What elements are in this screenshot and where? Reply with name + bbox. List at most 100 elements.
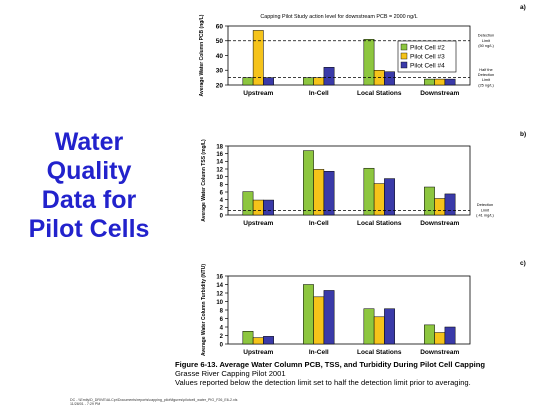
bar [444,326,456,345]
category-label: Local Stations [357,220,402,227]
legend-label: Pilot Cell #3 [410,54,445,61]
reference-line-label: Limit [481,207,490,212]
bar [363,39,375,86]
reference-line-label: (50 ng/L) [478,43,494,48]
y-tick-label: 16 [216,274,223,280]
bar [434,78,446,86]
caption-line-2: Grasse River Capping Pilot 2001 [175,369,286,378]
bar [263,199,274,216]
category-label: In-Cell [309,349,329,356]
y-tick-label: 14 [216,160,223,166]
bar [363,167,375,216]
y-tick-label: 16 [216,152,223,158]
y-tick-label: 60 [216,23,224,30]
bar [384,71,395,86]
bar [242,77,254,86]
y-tick-label: 10 [216,300,223,306]
bar [323,171,335,216]
legend-label: Pilot Cell #4 [410,63,445,70]
y-tick-label: 10 [216,175,223,181]
reference-line-label: Detection [478,33,494,38]
y-tick-label: 2 [220,334,224,340]
footer-line-1: DC - \\Emily\D_DRIVE\ALCpr\Documents\rep… [70,398,238,402]
bar [313,77,325,86]
bar [444,78,456,86]
reference-line-label: Limit [482,38,491,43]
bar [303,284,314,345]
y-tick-label: 4 [220,198,224,204]
category-label: Upstream [243,90,273,97]
y-tick-label: 6 [220,190,224,196]
bar [434,332,446,345]
category-label: In-Cell [309,220,329,227]
bar [242,331,254,345]
slide-title-line: Water [54,128,124,156]
y-tick-label: 4 [220,325,224,331]
bar [313,169,325,216]
y-axis-label: Average Water Column TSS (mg/L) [201,139,207,222]
y-tick-label: 12 [216,291,223,297]
category-label: Downstream [420,349,459,356]
bar [263,336,274,345]
bar [384,178,395,216]
plot-frame [227,145,471,216]
category-label: Upstream [243,220,273,227]
reference-line-label: (25 ng/L) [478,82,494,87]
y-tick-label: 12 [216,167,223,173]
bar [424,78,435,86]
y-tick-label: 40 [216,53,224,60]
y-tick-label: 14 [216,283,223,289]
panel-label: b) [520,131,526,138]
legend-swatch [400,61,408,69]
y-tick-label: 8 [220,183,224,189]
y-tick-label: 50 [216,38,224,45]
bar [323,67,335,86]
caption-line-3: Values reported below the detection limi… [175,378,471,387]
bar [303,150,314,216]
slide-title-line: Quality [46,157,132,185]
slide-title-line: Pilot Cells [28,215,150,243]
y-axis-label: Average Water Column PCB (ng/L) [199,14,205,96]
reference-line-label: Limit [482,77,491,82]
slide-title-line: Data for [41,186,137,214]
slide-title: Water Quality Data for Pilot Cells [14,128,164,244]
bar [323,290,335,345]
category-label: Upstream [243,349,273,356]
bar [444,193,456,216]
bar [303,77,314,86]
bar [263,77,274,86]
footer-line-2: 11/28/01 - 7:29 PM [70,402,101,406]
legend-box [397,40,457,73]
y-tick-label: 6 [220,317,224,323]
reference-line-label: Detection [477,202,493,207]
chart-title: Capping Pilot Study action level for dow… [260,14,417,20]
bar [424,186,435,216]
reference-line-label: (.41 mg/L) [476,213,494,218]
caption-line-1: Figure 6-13. Average Water Column PCB, T… [175,360,485,369]
category-label: Downstream [420,220,459,227]
y-tick-label: 20 [216,82,224,89]
bar [384,308,395,345]
bar [434,198,446,216]
y-axis-label: Average Water Column Turbidity (NTU) [201,264,207,356]
y-tick-label: 8 [220,308,224,314]
y-tick-label: 2 [220,206,224,212]
panel-label: a) [520,4,526,11]
bar [313,296,325,345]
y-tick-label: 30 [216,68,224,75]
panel-label: c) [520,260,526,267]
bar [252,199,264,216]
category-label: Downstream [420,90,459,97]
legend-label: Pilot Cell #2 [410,45,445,52]
bar [424,324,435,345]
bar [252,337,264,345]
legend-swatch [400,43,408,51]
figure-caption-block: Figure 6-13. Average Water Column PCB, T… [175,360,485,387]
bar [363,308,375,345]
file-path-footer: DC - \\Emily\D_DRIVE\ALCpr\Documents\rep… [70,398,237,406]
category-label: Local Stations [357,90,402,97]
reference-line-label: Half the [479,67,492,72]
y-tick-label: 0 [220,213,224,219]
category-label: In-Cell [309,90,329,97]
